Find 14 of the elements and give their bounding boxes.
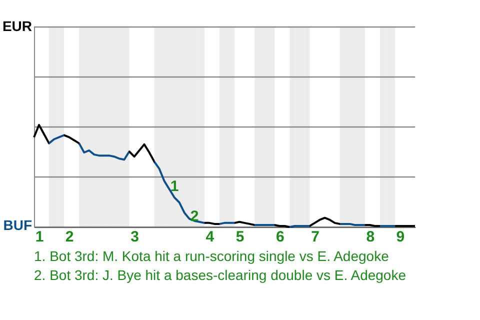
text: 1. Bot 3rd: M. Kota hit a run-scoring single vs E. Adegoke — [34, 248, 390, 264]
text: 2. Bot 3rd: J. Bye hit a bases-clearing double vs E. Adegoke — [34, 267, 406, 283]
text: EUR — [2, 18, 32, 34]
x-tick-label: 3 — [130, 228, 139, 246]
x-tick-label: 2 — [65, 228, 74, 246]
x-tick-label: 7 — [311, 228, 320, 246]
x-tick-label: 6 — [276, 228, 284, 246]
x-tick-label: 5 — [236, 228, 244, 246]
x-tick-label: 4 — [206, 228, 215, 246]
x-tick-label: 8 — [366, 228, 375, 246]
x-tick-label: 1 — [35, 228, 44, 246]
annotation: 1 — [170, 178, 179, 196]
x-tick-label: 9 — [396, 228, 405, 246]
text: BUF — [3, 217, 32, 233]
